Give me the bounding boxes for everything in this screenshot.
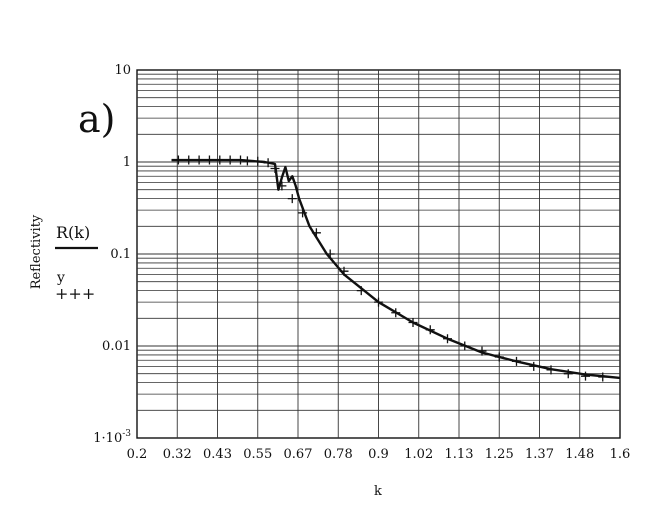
y-tick-label: 1 — [123, 155, 131, 170]
data-point-y — [277, 181, 287, 191]
data-point-y — [263, 158, 273, 168]
data-point-y — [598, 372, 608, 382]
data-point-y — [460, 341, 470, 351]
grid — [137, 70, 620, 438]
data-point-y — [236, 155, 245, 165]
x-tick-label: 1.6 — [610, 447, 631, 462]
x-tick-label: 0.9 — [368, 447, 389, 462]
y-tick-label: 0.01 — [102, 339, 131, 354]
data-point-y — [242, 156, 252, 166]
data-point-y — [339, 266, 349, 276]
panel-label: a) — [78, 97, 115, 141]
data-point-y — [325, 249, 335, 259]
data-point-y — [477, 346, 487, 356]
data-point-y — [298, 208, 308, 218]
data-point-y — [374, 297, 383, 307]
x-tick-label: 0.2 — [127, 447, 148, 462]
x-tick-label: 1.25 — [485, 447, 514, 462]
x-tick-labels: 0.2 0.32 0.43 0.55 0.67 0.78 0.9 1.02 1.13 1.25 1.… — [127, 447, 631, 462]
x-tick-label: 1.37 — [525, 447, 554, 462]
data-point-y — [425, 325, 435, 335]
data-point-y — [494, 352, 504, 362]
data-point-y — [184, 155, 194, 165]
x-tick-label: 1.48 — [565, 447, 594, 462]
legend-label-r: R(k) — [56, 223, 90, 242]
data-point-y — [408, 318, 418, 328]
x-tick-label: 0.78 — [324, 447, 353, 462]
legend-cross-marker: +++ — [55, 284, 95, 303]
data-point-y — [443, 334, 452, 344]
series-layer — [171, 155, 621, 382]
x-axis-label: k — [374, 484, 382, 499]
y-tick-label: 0.1 — [110, 247, 131, 262]
data-point-y — [194, 155, 204, 165]
y-tick-labels: 10 1 0.1 0.01 1·10-3 — [93, 63, 131, 446]
data-point-y — [581, 371, 590, 381]
y-axis-label: Reflectivity — [29, 214, 44, 289]
data-point-y — [356, 286, 366, 296]
data-point-y — [546, 365, 556, 375]
data-point-y — [287, 194, 297, 204]
data-point-y — [391, 308, 401, 318]
data-point-y — [225, 155, 235, 165]
y-tick-label: 10 — [114, 63, 131, 78]
data-point-y — [173, 155, 183, 165]
x-tick-label: 1.13 — [445, 447, 474, 462]
x-tick-label: 0.55 — [243, 447, 272, 462]
data-point-y — [204, 155, 214, 165]
x-tick-label: 0.67 — [284, 447, 313, 462]
legend-label-y: y — [56, 270, 65, 286]
data-point-y — [311, 228, 321, 238]
data-point-y — [512, 356, 521, 366]
data-point-y — [270, 163, 280, 173]
x-tick-label: 0.43 — [203, 447, 232, 462]
x-tick-label: 0.32 — [163, 447, 192, 462]
y-tick-label: 1·10-3 — [93, 429, 131, 446]
series-line-r — [171, 158, 621, 380]
data-point-y — [215, 155, 225, 165]
data-point-y — [529, 361, 539, 371]
data-point-y — [563, 369, 573, 379]
legend: R(k) y +++ — [55, 223, 98, 303]
x-tick-label: 1.02 — [404, 447, 433, 462]
data-point-y — [253, 156, 263, 166]
